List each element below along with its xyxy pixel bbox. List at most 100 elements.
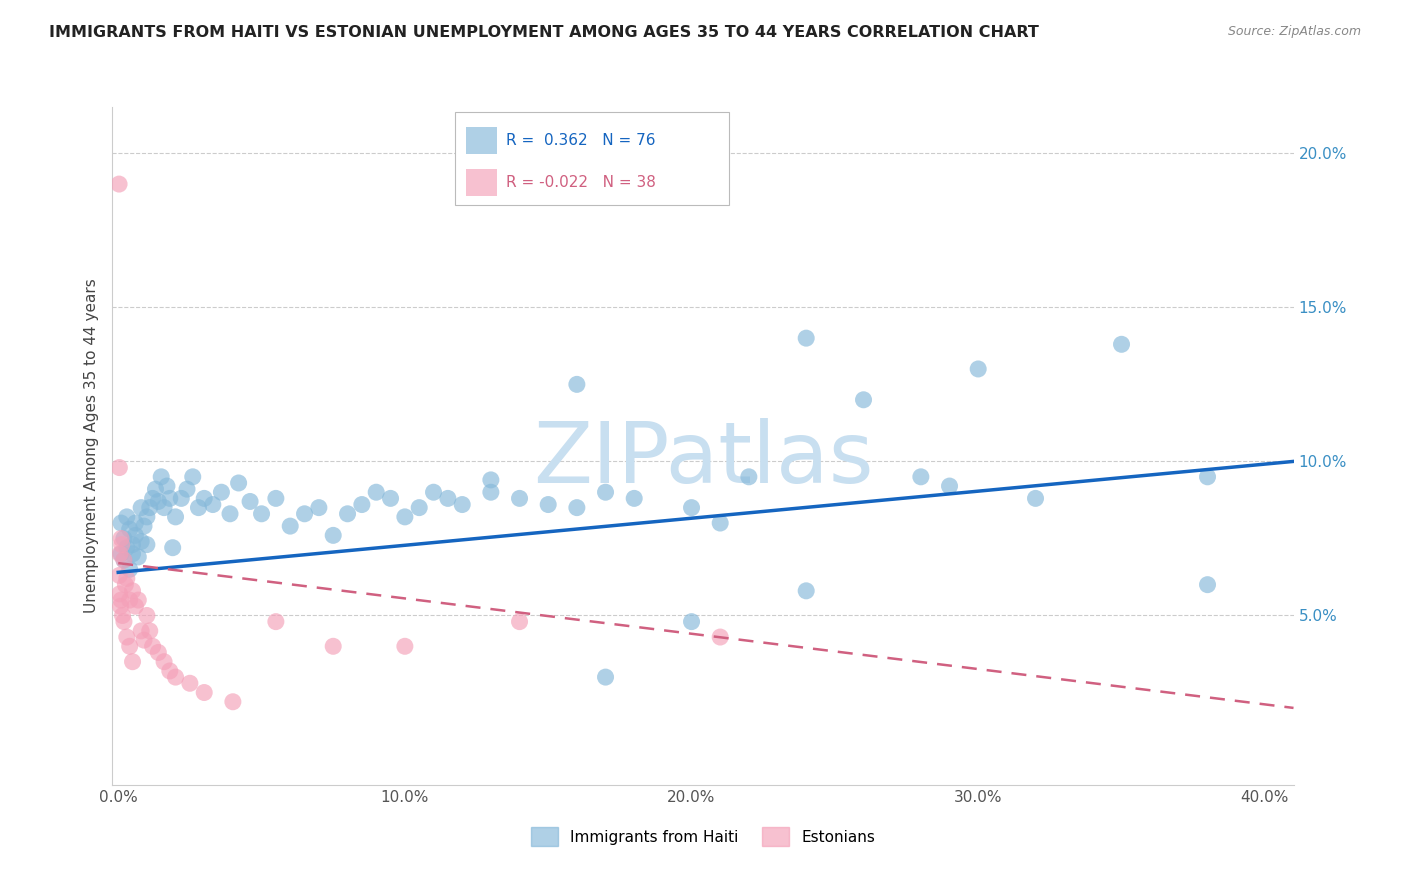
- Point: [142, 640, 165, 654]
- Point: [139, 500, 162, 515]
- Point: [135, 509, 157, 524]
- Point: [124, 528, 146, 542]
- Point: [239, 494, 262, 508]
- Point: [1111, 337, 1133, 351]
- Point: [112, 553, 135, 567]
- Point: [110, 547, 132, 561]
- Point: [142, 491, 165, 506]
- Point: [366, 485, 388, 500]
- Point: [336, 507, 359, 521]
- Point: [250, 507, 273, 521]
- Text: ZIPatlas: ZIPatlas: [533, 418, 873, 501]
- Point: [153, 655, 176, 669]
- Point: [222, 695, 245, 709]
- Point: [201, 498, 224, 512]
- Point: [322, 528, 344, 542]
- Point: [118, 593, 141, 607]
- Point: [595, 485, 617, 500]
- Point: [165, 670, 187, 684]
- Point: [179, 676, 201, 690]
- Point: [121, 583, 143, 598]
- Point: [118, 522, 141, 536]
- Point: [181, 470, 204, 484]
- Point: [681, 615, 703, 629]
- Point: [112, 532, 135, 546]
- Point: [150, 470, 173, 484]
- Point: [967, 362, 990, 376]
- Point: [115, 630, 138, 644]
- Point: [124, 516, 146, 530]
- Point: [165, 509, 187, 524]
- Point: [132, 519, 155, 533]
- Text: Source: ZipAtlas.com: Source: ZipAtlas.com: [1227, 25, 1361, 38]
- Point: [135, 538, 157, 552]
- Point: [159, 664, 181, 678]
- Text: R = -0.022   N = 38: R = -0.022 N = 38: [506, 175, 655, 190]
- Point: [110, 593, 132, 607]
- Point: [110, 516, 132, 530]
- Point: [422, 485, 444, 500]
- Point: [115, 509, 138, 524]
- Point: [910, 470, 932, 484]
- Point: [145, 482, 167, 496]
- Legend: Immigrants from Haiti, Estonians: Immigrants from Haiti, Estonians: [524, 821, 882, 852]
- Point: [108, 568, 131, 582]
- Point: [479, 473, 502, 487]
- Point: [118, 562, 141, 576]
- Y-axis label: Unemployment Among Ages 35 to 44 years: Unemployment Among Ages 35 to 44 years: [83, 278, 98, 614]
- Point: [209, 485, 232, 500]
- Point: [156, 479, 179, 493]
- Point: [794, 583, 817, 598]
- Point: [451, 498, 474, 512]
- Point: [115, 572, 138, 586]
- Point: [623, 491, 645, 506]
- Point: [159, 491, 181, 506]
- Point: [118, 640, 141, 654]
- Point: [380, 491, 402, 506]
- Point: [437, 491, 460, 506]
- Point: [153, 500, 176, 515]
- Point: [264, 491, 287, 506]
- Point: [148, 645, 170, 659]
- Point: [308, 500, 330, 515]
- Point: [394, 640, 416, 654]
- Point: [162, 541, 184, 555]
- Point: [127, 549, 149, 564]
- Point: [408, 500, 430, 515]
- Point: [112, 553, 135, 567]
- Point: [1197, 577, 1219, 591]
- Point: [112, 615, 135, 629]
- Point: [322, 640, 344, 654]
- Point: [565, 377, 588, 392]
- Point: [121, 655, 143, 669]
- Point: [938, 479, 960, 493]
- Point: [264, 615, 287, 629]
- Point: [124, 599, 146, 614]
- Point: [129, 624, 152, 638]
- Point: [193, 491, 215, 506]
- Point: [595, 670, 617, 684]
- Point: [114, 577, 136, 591]
- Point: [108, 177, 131, 191]
- Point: [176, 482, 198, 496]
- Point: [193, 685, 215, 699]
- Point: [537, 498, 560, 512]
- Point: [111, 608, 134, 623]
- Point: [219, 507, 242, 521]
- Point: [1197, 470, 1219, 484]
- Point: [479, 485, 502, 500]
- Point: [108, 547, 131, 561]
- Point: [681, 500, 703, 515]
- Point: [709, 630, 731, 644]
- Point: [852, 392, 875, 407]
- Text: R =  0.362   N = 76: R = 0.362 N = 76: [506, 133, 655, 148]
- Point: [139, 624, 162, 638]
- Point: [110, 599, 132, 614]
- Point: [709, 516, 731, 530]
- Point: [132, 633, 155, 648]
- Point: [115, 541, 138, 555]
- Point: [129, 500, 152, 515]
- Point: [509, 491, 531, 506]
- Point: [278, 519, 301, 533]
- Point: [394, 509, 416, 524]
